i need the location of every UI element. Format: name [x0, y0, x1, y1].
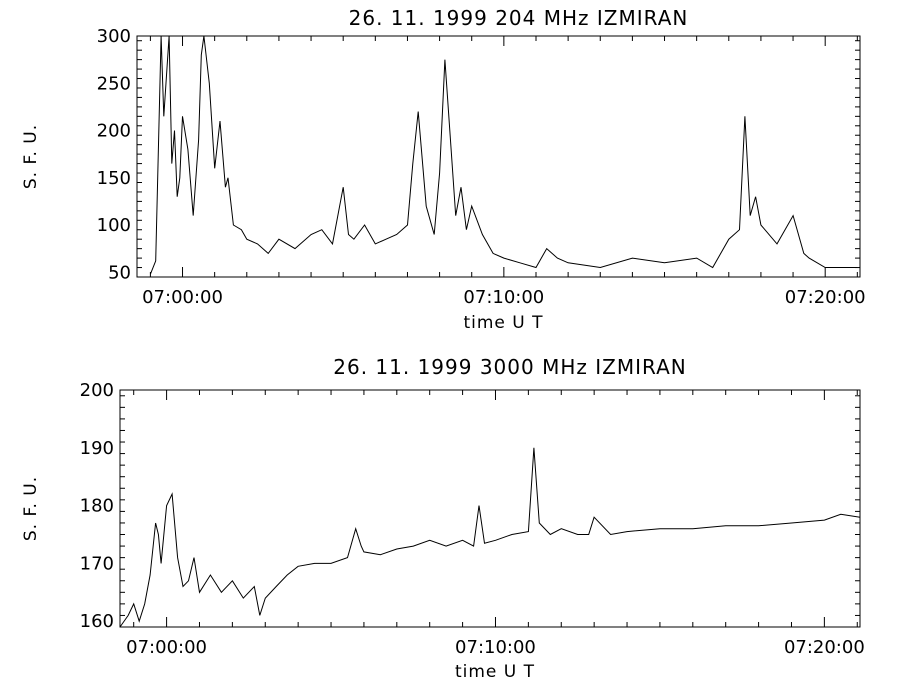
y-axis-label: S. F. U.: [21, 476, 41, 541]
x-tick-label: 07:20:00: [784, 637, 865, 658]
tick-labels: 160 170 180 190 200 07:00:00 07:10:00 07:20:00: [80, 380, 865, 658]
x-tick-label: 07:00:00: [142, 287, 223, 308]
y-tick-label: 250: [97, 73, 131, 94]
y-axis-label: S. F. U.: [21, 124, 41, 189]
y-tick-label: 170: [80, 553, 114, 574]
x-axis-label: time U T: [455, 662, 535, 682]
y-tick-label: 190: [80, 438, 114, 459]
x-axis-label: time U T: [463, 313, 543, 333]
chart-title: 26. 11. 1999 204 MHz IZMIRAN: [349, 6, 689, 30]
y-tick-label: 300: [97, 26, 131, 47]
y-tick-label: 50: [108, 262, 131, 283]
tick-labels: 50 100 150 200 250 300 07:00:00 07:10:00 07:20:0…: [97, 26, 866, 308]
y-tick-label: 180: [80, 496, 114, 517]
series-line: [149, 35, 858, 275]
y-tick-label: 200: [97, 121, 131, 142]
y-tick-label: 100: [97, 215, 131, 236]
axis-ticks: [120, 390, 860, 628]
chart-title: 26. 11. 1999 3000 MHz IZMIRAN: [333, 355, 686, 379]
plot-frame: [119, 389, 861, 628]
y-tick-label: 200: [80, 380, 114, 401]
series-line: [119, 447, 861, 628]
y-tick-label: 160: [80, 611, 114, 632]
x-tick-label: 07:10:00: [463, 287, 544, 308]
axis-ticks: [137, 36, 860, 278]
x-tick-label: 07:00:00: [126, 637, 207, 658]
x-tick-label: 07:10:00: [455, 637, 536, 658]
chart-3000mhz: 26. 11. 1999 3000 MHz IZMIRAN S. F. U. t…: [21, 355, 865, 682]
y-tick-label: 150: [97, 168, 131, 189]
chart-204mhz: 26. 11. 1999 204 MHz IZMIRAN S. F. U. ti…: [21, 6, 866, 333]
x-tick-label: 07:20:00: [785, 287, 866, 308]
plot-frame: [136, 35, 861, 278]
